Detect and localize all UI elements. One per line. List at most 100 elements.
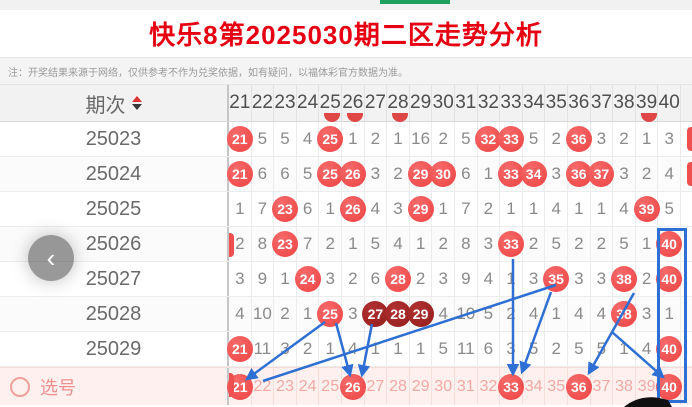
trend-cell: 10 — [455, 297, 478, 331]
drawn-ball-37: 37 — [588, 161, 615, 187]
miss-count: 3 — [483, 234, 494, 253]
pick-number-38[interactable]: 38 — [613, 368, 636, 405]
miss-count: 2 — [619, 129, 629, 148]
pick-number-31[interactable]: 31 — [455, 368, 478, 405]
trend-cell: 5 — [613, 227, 636, 261]
trend-cell: 6 — [297, 192, 320, 226]
trend-cell: 35 — [543, 262, 570, 296]
column-header-22: 22 — [252, 85, 275, 121]
pick-number-22[interactable]: 22 — [252, 368, 275, 405]
trend-cell: 1 — [636, 122, 659, 156]
trend-cell: 3 — [478, 227, 501, 261]
pick-number-36[interactable]: 36 — [565, 368, 592, 405]
drawn-ball-29: 29 — [407, 196, 434, 222]
carousel-prev-button[interactable]: ‹ — [28, 235, 74, 281]
sort-icons[interactable] — [131, 96, 142, 110]
column-header-35: 35 — [545, 85, 568, 121]
miss-count: 3 — [280, 339, 290, 358]
pick-number-26[interactable]: 26 — [339, 368, 366, 405]
pick-number-29[interactable]: 29 — [410, 368, 433, 405]
miss-count: 1 — [506, 199, 516, 218]
trend-cell: 24 — [294, 262, 321, 296]
sort-up-icon — [131, 96, 142, 102]
trend-cell: 4 — [658, 157, 681, 191]
miss-count: 5 — [574, 339, 584, 358]
drawn-ball-25: 25 — [317, 301, 344, 327]
clipped-ball-left — [229, 233, 234, 257]
clipped-ball-right — [687, 162, 692, 186]
drawn-ball-39: 39 — [633, 196, 660, 222]
trend-cell: 1 — [410, 227, 433, 261]
column-header-27: 27 — [365, 85, 388, 121]
trend-cell: 4 — [568, 297, 591, 331]
drawn-ball-25: 25 — [317, 126, 344, 152]
trend-cell: 2 — [274, 297, 297, 331]
trend-cell: 23 — [271, 192, 298, 226]
miss-count: 8 — [461, 234, 471, 253]
miss-count: 3 — [370, 164, 381, 183]
period-cell: 25028 — [85, 302, 142, 325]
trend-cell: 8 — [455, 227, 478, 261]
pick-number-label: 35 — [547, 377, 566, 395]
column-header-38: 38 — [613, 85, 636, 121]
pick-number-label: 30 — [434, 377, 453, 395]
selection-circle-icon[interactable] — [10, 376, 30, 397]
pick-number-label: 38 — [615, 377, 633, 395]
miss-count: 2 — [438, 129, 448, 148]
trend-cell: 3 — [229, 262, 252, 296]
drawn-ball-21: 21 — [226, 161, 253, 187]
trend-cell: 2 — [636, 262, 659, 296]
trend-cell: 4 — [297, 122, 320, 156]
miss-count: 2 — [393, 164, 403, 183]
trend-cell: 1 — [229, 192, 252, 226]
title-band: 快乐8第2025030期二区走势分析 — [0, 10, 692, 57]
miss-count: 1 — [415, 234, 426, 253]
trend-cell: 5 — [545, 227, 568, 261]
trend-cell: 2 — [387, 157, 410, 191]
pick-number-23[interactable]: 23 — [274, 368, 297, 405]
trend-cell: 2 — [229, 227, 252, 261]
pick-number-39[interactable]: 39 — [636, 368, 659, 405]
trend-cell: 28 — [384, 262, 411, 296]
trend-cell: 5 — [252, 122, 275, 156]
miss-count: 5 — [528, 129, 539, 148]
miss-count: 3 — [574, 269, 584, 288]
trend-cell: 6 — [455, 157, 478, 191]
pick-number-label: 34 — [524, 377, 543, 395]
drawn-ball-21: 21 — [226, 126, 253, 152]
pick-number-32[interactable]: 32 — [478, 368, 501, 405]
miss-count: 3 — [438, 269, 448, 288]
period-header-cell[interactable]: 期次 — [0, 85, 227, 121]
column-header-23: 23 — [274, 85, 297, 121]
pick-number-34[interactable]: 34 — [523, 368, 546, 405]
trend-cell: 4 — [342, 332, 365, 366]
pick-number-30[interactable]: 30 — [432, 368, 455, 405]
miss-count: 6 — [483, 339, 494, 358]
selection-row: 选号 21 22 23 24 25 26 27 28 29 30 31 32 33 34 35 36 37 38 39… — [0, 367, 692, 405]
selection-label-cell[interactable]: 选号 — [0, 368, 227, 405]
miss-count: 3 — [596, 129, 607, 148]
period-cell: 25025 — [85, 197, 142, 220]
trend-cell: 1 — [432, 192, 455, 226]
drawn-ball-23: 23 — [271, 196, 298, 222]
pick-number-33[interactable]: 33 — [497, 368, 524, 405]
pick-number-24[interactable]: 24 — [297, 368, 320, 405]
table-row-25024: 25024 21 6 6 5 25 26 3 2 29 30 6 1 33 34 3 36 37 3 2 4 — [0, 157, 692, 192]
period-cell: 25029 — [85, 337, 142, 360]
pick-number-25[interactable]: 25 — [319, 368, 342, 405]
miss-count: 3 — [641, 304, 652, 323]
miss-count: 2 — [325, 234, 335, 253]
period-cell: 25027 — [85, 267, 142, 290]
pick-number-37[interactable]: 37 — [591, 368, 614, 405]
trend-cell: 4 — [387, 227, 410, 261]
pick-number-27[interactable]: 27 — [365, 368, 388, 405]
miss-count: 2 — [551, 129, 561, 148]
miss-count: 2 — [483, 199, 494, 218]
trend-cell: 2 — [432, 227, 455, 261]
column-header-31: 31 — [455, 85, 478, 121]
pick-number-35[interactable]: 35 — [545, 368, 568, 405]
trend-cell: 5 — [658, 192, 681, 226]
drawn-ball-25: 25 — [317, 161, 344, 187]
pick-number-28[interactable]: 28 — [387, 368, 410, 405]
miss-count: 7 — [461, 199, 471, 218]
